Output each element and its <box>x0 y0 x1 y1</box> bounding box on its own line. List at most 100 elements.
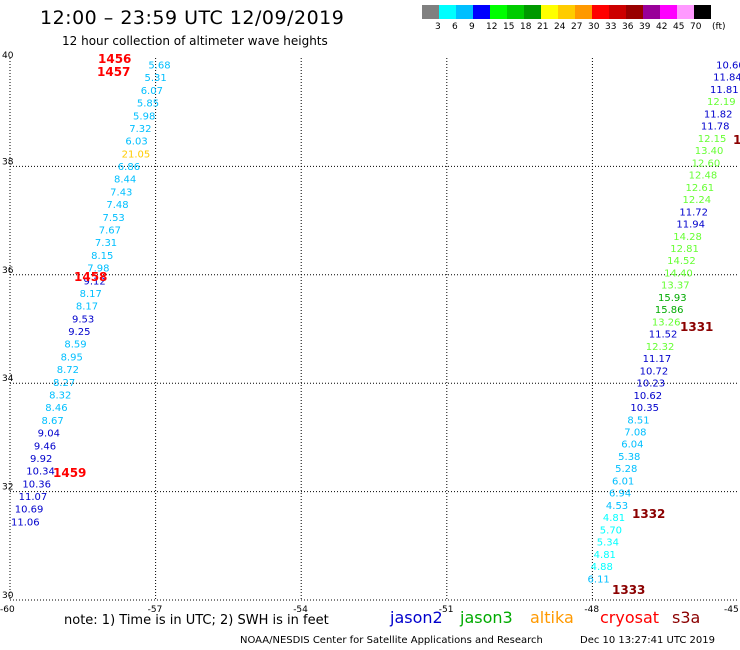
swh-value-label: 12.15 <box>698 134 727 145</box>
legend-label: 42 <box>656 22 668 32</box>
swh-value-label: 7.48 <box>106 200 128 211</box>
swh-value-label: 8.72 <box>57 365 79 376</box>
swh-value-label: 8.46 <box>45 403 67 414</box>
swh-value-label: 6.07 <box>141 86 163 97</box>
pass-time-label: 1332 <box>632 507 665 521</box>
swh-value-label: 14.40 <box>664 268 693 279</box>
swh-value-label: 11.94 <box>676 220 705 231</box>
swh-value-label: 6.11 <box>588 574 610 585</box>
swh-value-label: 4.88 <box>591 562 613 573</box>
legend-swatch <box>677 5 694 19</box>
y-tick-label: 34 <box>2 374 14 384</box>
swh-value-label: 15.86 <box>655 305 684 316</box>
x-tick-label: -45 <box>724 605 739 615</box>
legend-swatch <box>541 5 558 19</box>
swh-value-label: 15.93 <box>658 293 687 304</box>
swh-value-label: 5.38 <box>618 452 640 463</box>
swh-value-label: 13.40 <box>695 146 724 157</box>
satellite-jason2: jason2 <box>390 608 443 627</box>
swh-value-label: 4.53 <box>606 501 628 512</box>
swh-value-label: 9.12 <box>83 276 105 287</box>
legend-swatch <box>422 5 439 19</box>
swh-value-label: 12.48 <box>689 171 718 182</box>
legend-swatch <box>473 5 490 19</box>
swh-value-label: 10.62 <box>633 391 662 402</box>
swh-value-label: 12.24 <box>682 195 711 206</box>
swh-value-label: 9.25 <box>68 327 90 338</box>
swh-value-label: 5.85 <box>137 99 159 110</box>
legend-label: 33 <box>605 22 617 32</box>
swh-value-label: 9.46 <box>34 441 56 452</box>
swh-value-label: 7.67 <box>99 225 121 236</box>
legend-swatch <box>575 5 592 19</box>
swh-value-label: 5.68 <box>148 61 170 72</box>
swh-value-label: 11.07 <box>19 492 48 503</box>
satellite-altika: altika <box>530 608 574 627</box>
swh-value-label: 11.72 <box>679 207 708 218</box>
generation-timestamp: Dec 10 13:27:41 UTC 2019 <box>580 635 715 646</box>
legend-label: 3 <box>435 22 441 32</box>
legend-label: 6 <box>452 22 458 32</box>
y-tick-label: 30 <box>2 591 14 601</box>
swh-value-label: 21.05 <box>122 149 151 160</box>
pass-time-label: 1457 <box>97 65 130 79</box>
legend-label: 12 <box>486 22 498 32</box>
legend-swatch <box>694 5 711 19</box>
swh-value-label: 8.17 <box>76 302 98 313</box>
y-tick-label: 36 <box>2 266 14 276</box>
footer-credit: NOAA/NESDIS Center for Satellite Applica… <box>240 635 543 646</box>
pass-time-label: 1456 <box>98 52 131 66</box>
legend-swatch <box>507 5 524 19</box>
swh-value-label: 8.17 <box>80 289 102 300</box>
swh-value-label: 8.32 <box>49 390 71 401</box>
swh-value-label: 10.34 <box>26 467 55 478</box>
pass-time-label: 1458 <box>74 270 107 284</box>
legend-swatch <box>660 5 677 19</box>
legend-unit: (ft) <box>712 22 726 32</box>
swh-value-label: 12.60 <box>692 158 721 169</box>
swh-value-label: 8.95 <box>61 352 83 363</box>
swh-value-label: 7.31 <box>95 238 117 249</box>
swh-value-label: 8.15 <box>91 251 113 262</box>
swh-value-label: 12.32 <box>646 342 675 353</box>
pass-time-label: 1333 <box>612 583 645 597</box>
swh-value-label: 12.19 <box>707 97 736 108</box>
swh-value-label: 7.08 <box>624 428 646 439</box>
swh-value-label: 5.34 <box>597 538 619 549</box>
swh-value-label: 9.04 <box>38 429 60 440</box>
color-legend <box>422 5 711 19</box>
swh-value-label: 8.59 <box>64 340 86 351</box>
legend-label: 27 <box>571 22 583 32</box>
swh-value-label: 10.36 <box>22 479 51 490</box>
swh-value-label: 7.32 <box>129 124 151 135</box>
legend-label: 45 <box>673 22 685 32</box>
swh-value-label: 9.92 <box>30 454 52 465</box>
legend-label: 30 <box>588 22 600 32</box>
legend-swatch <box>456 5 473 19</box>
swh-value-label: 12.81 <box>670 244 699 255</box>
legend-label: 36 <box>622 22 634 32</box>
x-tick-label: -54 <box>293 605 308 615</box>
x-tick-label: -48 <box>584 605 599 615</box>
page-title: 12:00 – 23:59 UTC 12/09/2019 <box>40 7 345 29</box>
legend-swatch <box>592 5 609 19</box>
swh-value-label: 11.17 <box>643 354 672 365</box>
y-tick-label: 38 <box>2 157 14 167</box>
swh-value-label: 10.72 <box>640 366 669 377</box>
swh-value-label: 6.94 <box>609 489 631 500</box>
swh-value-label: 11.78 <box>701 122 730 133</box>
legend-swatch <box>490 5 507 19</box>
swh-value-label: 6.01 <box>612 476 634 487</box>
y-tick-label: 32 <box>2 483 13 493</box>
swh-value-label: 13.26 <box>652 317 681 328</box>
swh-value-label: 4.81 <box>603 513 625 524</box>
legend-swatch <box>609 5 626 19</box>
y-tick-label: 40 <box>2 51 14 61</box>
swh-value-label: 14.28 <box>673 232 702 243</box>
swh-value-label: 8.51 <box>627 415 649 426</box>
satellite-cryosat: cryosat <box>600 608 660 627</box>
legend-label: 70 <box>690 22 702 32</box>
swh-value-label: 5.31 <box>145 73 167 84</box>
legend-swatch <box>626 5 643 19</box>
swh-value-label: 11.52 <box>649 330 678 341</box>
